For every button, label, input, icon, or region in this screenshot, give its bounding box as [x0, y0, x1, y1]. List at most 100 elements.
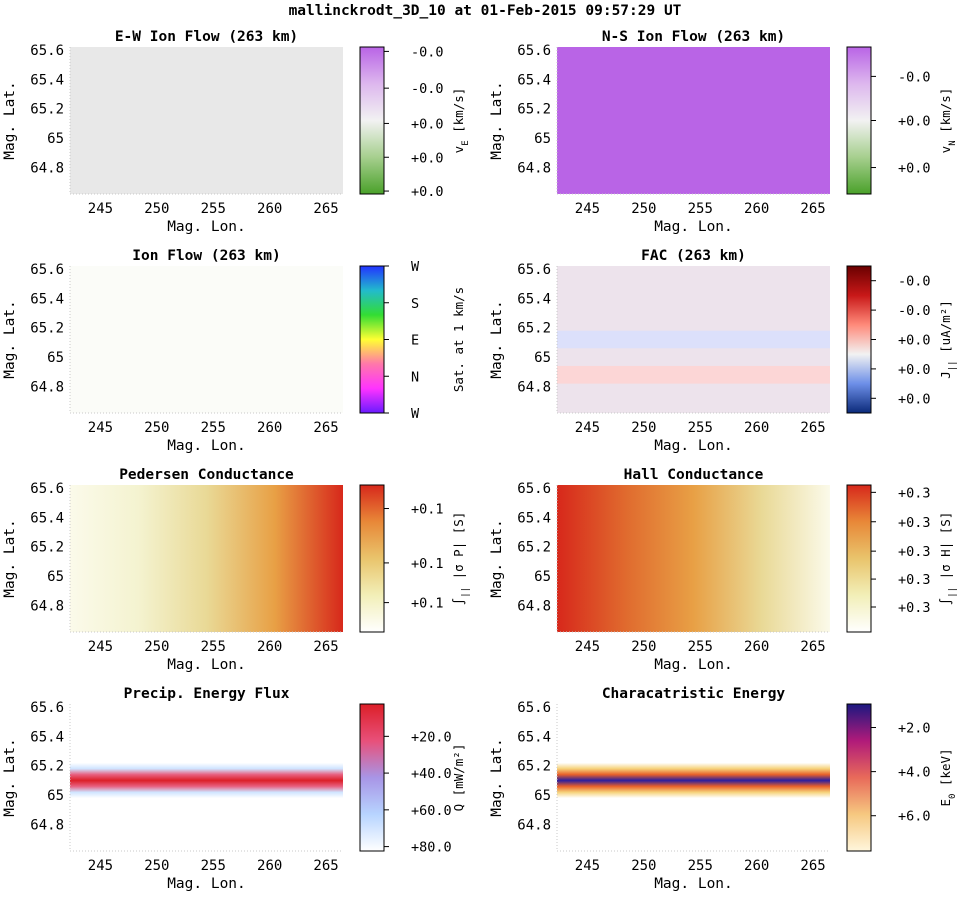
- x-tick-label: 255: [688, 420, 713, 436]
- y-tick-label: 65: [534, 350, 551, 366]
- heatmap-band-2: [557, 366, 830, 384]
- x-tick-label: 255: [688, 858, 713, 874]
- colorbar-label-main: v: [938, 146, 953, 154]
- x-tick-label: 250: [144, 858, 169, 874]
- colorbar-label-main: ∫: [451, 598, 466, 606]
- panel-title: E-W Ion Flow (263 km): [115, 29, 298, 45]
- heatmap-field: [70, 266, 343, 413]
- x-tick-label: 245: [575, 639, 600, 655]
- y-tick-label: 65: [534, 569, 551, 585]
- y-tick-label: 65.2: [517, 540, 551, 556]
- colorbar-tick-label: +0.3: [898, 572, 931, 588]
- x-tick-label: 265: [800, 858, 825, 874]
- colorbar-tick-label: +0.0: [898, 391, 931, 407]
- colorbar-label-main: Q: [451, 804, 466, 812]
- colorbar-label: vE [km/s]: [451, 88, 471, 154]
- x-tick-label: 250: [144, 201, 169, 217]
- y-tick-label: 64.8: [30, 599, 64, 615]
- colorbar: [360, 266, 384, 413]
- colorbar-tick-label: +0.0: [411, 150, 444, 166]
- colorbar-tick-label: +40.0: [411, 766, 452, 782]
- x-tick-label: 260: [744, 639, 769, 655]
- colorbar-tick-label: +0.0: [898, 333, 931, 349]
- y-tick-label: 65.2: [30, 540, 64, 556]
- panel-title: Pedersen Conductance: [119, 467, 294, 483]
- x-tick-label: 245: [575, 858, 600, 874]
- x-axis-label: Mag. Lon.: [167, 438, 246, 454]
- y-tick-label: 65: [534, 131, 551, 147]
- x-tick-label: 260: [744, 420, 769, 436]
- x-tick-label: 245: [575, 420, 600, 436]
- x-axis-label: Mag. Lon.: [167, 876, 246, 892]
- x-tick-label: 260: [744, 201, 769, 217]
- y-tick-label: 65.6: [517, 700, 551, 716]
- y-tick-label: 65.2: [30, 321, 64, 337]
- y-tick-label: 65.2: [517, 102, 551, 118]
- colorbar-label-main: Sat. at 1 km/s: [451, 287, 466, 392]
- x-tick-label: 255: [688, 201, 713, 217]
- colorbar-tick-label: S: [411, 296, 419, 312]
- colorbar-tick-label: -0.0: [411, 44, 444, 60]
- x-axis-label: Mag. Lon.: [167, 657, 246, 673]
- panel-1: E-W Ion Flow (263 km) 245 250 255 260 265 65.6…: [2, 29, 471, 235]
- y-tick-label: 65.6: [30, 481, 64, 497]
- x-tick-label: 255: [201, 858, 226, 874]
- panel-title: N-S Ion Flow (263 km): [602, 29, 785, 45]
- panel-5: Pedersen Conductance245 250 255 260 26565.66…: [2, 467, 471, 673]
- colorbar-label: J|| [uA/m²]: [938, 300, 958, 379]
- y-tick-label: 65: [534, 788, 551, 804]
- y-tick-label: 64.8: [517, 380, 551, 396]
- y-tick-label: 65.6: [30, 262, 64, 278]
- colorbar-label: Sat. at 1 km/s: [451, 287, 466, 392]
- y-tick-label: 65.4: [517, 72, 551, 88]
- y-tick-label: 65.2: [517, 321, 551, 337]
- colorbar-label: vN [km/s]: [938, 88, 958, 154]
- y-tick-label: 64.8: [30, 380, 64, 396]
- y-tick-label: 65: [47, 569, 64, 585]
- y-tick-label: 65.4: [30, 510, 64, 526]
- heatmap-field: [557, 485, 830, 632]
- x-tick-label: 265: [313, 858, 338, 874]
- x-tick-label: 260: [257, 639, 282, 655]
- panel-title: FAC (263 km): [641, 248, 746, 264]
- colorbar-tick-label: +0.1: [411, 502, 444, 518]
- colorbar-tick-label: +6.0: [898, 809, 931, 825]
- heatmap-band: [557, 763, 830, 798]
- colorbar-label-sub: ||: [948, 360, 958, 371]
- y-tick-label: 65.6: [517, 43, 551, 59]
- y-tick-label: 65.4: [30, 291, 64, 307]
- y-tick-label: 65: [47, 788, 64, 804]
- heatmap-band: [70, 763, 343, 798]
- y-tick-label: 65.6: [30, 700, 64, 716]
- heatmap-field: [557, 47, 830, 194]
- panel-title: Ion Flow (263 km): [132, 248, 280, 264]
- x-tick-label: 245: [88, 420, 113, 436]
- x-tick-label: 255: [201, 639, 226, 655]
- colorbar: [847, 485, 871, 632]
- y-tick-label: 64.8: [517, 161, 551, 177]
- colorbar-label-unit: [km/s]: [938, 88, 953, 141]
- y-tick-label: 65.6: [517, 262, 551, 278]
- panel-6: Hall Conductance 245 250 255 260 265 65.6 65.4 6…: [489, 467, 958, 673]
- x-tick-label: 250: [631, 201, 656, 217]
- y-tick-label: 64.8: [517, 818, 551, 834]
- colorbar-tick-label: -0.0: [898, 303, 931, 319]
- colorbar-tick-label: W: [411, 406, 420, 422]
- x-tick-label: 265: [313, 420, 338, 436]
- y-tick-label: 64.8: [30, 818, 64, 834]
- colorbar-tick-label: +0.0: [411, 116, 444, 132]
- y-tick-label: 65.4: [30, 729, 64, 745]
- x-tick-label: 260: [744, 858, 769, 874]
- colorbar-label-main: v: [451, 146, 466, 154]
- colorbar-label-main: ∫: [938, 598, 953, 606]
- y-tick-label: 64.8: [30, 161, 64, 177]
- y-axis-label: Mag. Lat.: [2, 738, 18, 817]
- colorbar-label-main: J: [938, 371, 953, 379]
- x-tick-label: 255: [201, 420, 226, 436]
- x-tick-label: 265: [313, 639, 338, 655]
- colorbar-tick-label: -0.0: [898, 274, 931, 290]
- colorbar-label-sub: ||: [948, 587, 958, 598]
- colorbar: [847, 266, 871, 413]
- colorbar-tick-label: +0.3: [898, 515, 931, 531]
- colorbar-tick-label: +0.1: [411, 556, 444, 572]
